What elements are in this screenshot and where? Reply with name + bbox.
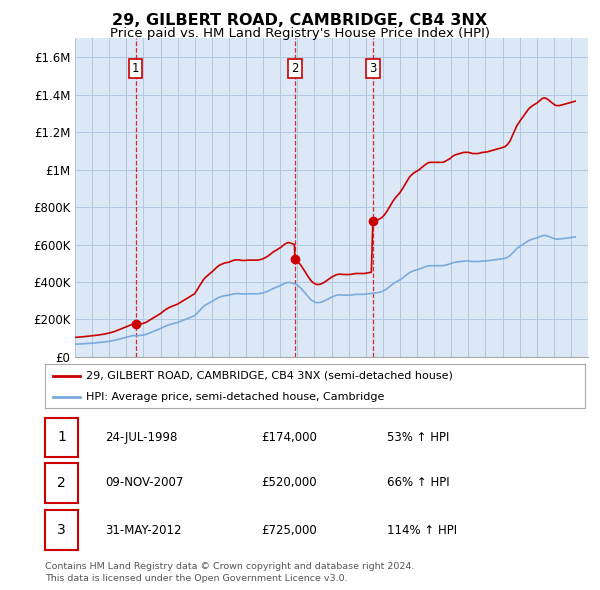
Text: 09-NOV-2007: 09-NOV-2007 bbox=[105, 476, 184, 490]
Text: Contains HM Land Registry data © Crown copyright and database right 2024.: Contains HM Land Registry data © Crown c… bbox=[45, 562, 415, 571]
Text: 3: 3 bbox=[57, 523, 66, 537]
Text: 29, GILBERT ROAD, CAMBRIDGE, CB4 3NX (semi-detached house): 29, GILBERT ROAD, CAMBRIDGE, CB4 3NX (se… bbox=[86, 371, 452, 381]
Text: £174,000: £174,000 bbox=[261, 431, 317, 444]
Text: 53% ↑ HPI: 53% ↑ HPI bbox=[387, 431, 449, 444]
Text: £520,000: £520,000 bbox=[261, 476, 317, 490]
Text: 2: 2 bbox=[291, 62, 299, 75]
Text: 1: 1 bbox=[57, 431, 66, 444]
Text: 29, GILBERT ROAD, CAMBRIDGE, CB4 3NX: 29, GILBERT ROAD, CAMBRIDGE, CB4 3NX bbox=[112, 13, 488, 28]
Text: This data is licensed under the Open Government Licence v3.0.: This data is licensed under the Open Gov… bbox=[45, 573, 347, 583]
Text: 24-JUL-1998: 24-JUL-1998 bbox=[105, 431, 178, 444]
Text: 31-MAY-2012: 31-MAY-2012 bbox=[105, 523, 182, 537]
Text: 2: 2 bbox=[57, 476, 66, 490]
Text: 3: 3 bbox=[369, 62, 377, 75]
Text: £725,000: £725,000 bbox=[261, 523, 317, 537]
Text: Price paid vs. HM Land Registry's House Price Index (HPI): Price paid vs. HM Land Registry's House … bbox=[110, 27, 490, 40]
Text: HPI: Average price, semi-detached house, Cambridge: HPI: Average price, semi-detached house,… bbox=[86, 392, 384, 402]
Text: 1: 1 bbox=[132, 62, 139, 75]
Text: 66% ↑ HPI: 66% ↑ HPI bbox=[387, 476, 449, 490]
Text: 114% ↑ HPI: 114% ↑ HPI bbox=[387, 523, 457, 537]
